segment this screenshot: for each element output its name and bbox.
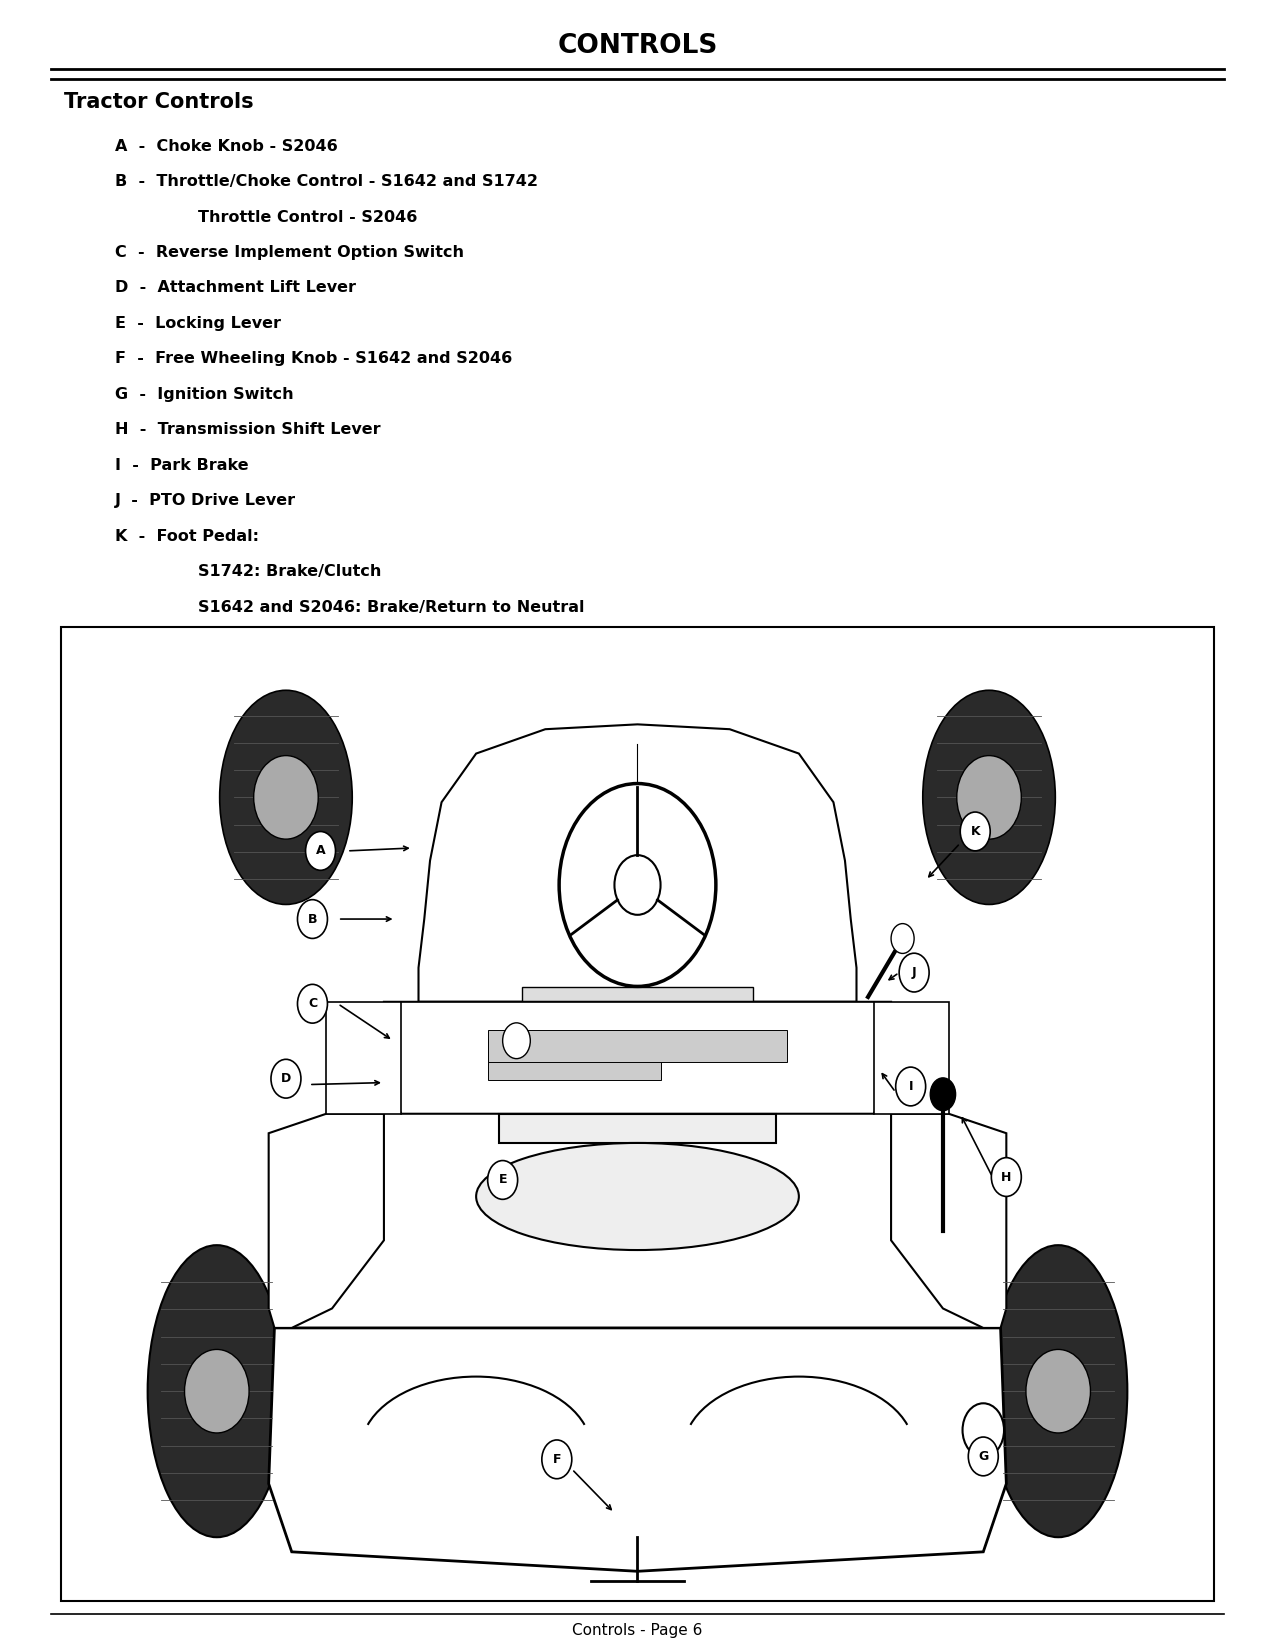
Circle shape xyxy=(992,1158,1021,1196)
Polygon shape xyxy=(269,1328,1006,1571)
Text: G: G xyxy=(978,1450,988,1464)
Ellipse shape xyxy=(148,1246,286,1538)
Text: K: K xyxy=(970,825,980,838)
Circle shape xyxy=(502,1023,530,1059)
Circle shape xyxy=(968,1437,998,1475)
Text: G  -  Ignition Switch: G - Ignition Switch xyxy=(115,386,293,403)
Circle shape xyxy=(1026,1350,1090,1432)
Circle shape xyxy=(254,756,319,840)
Text: H  -  Transmission Shift Lever: H - Transmission Shift Lever xyxy=(115,422,380,437)
Circle shape xyxy=(306,832,335,870)
Polygon shape xyxy=(891,1114,1006,1328)
Ellipse shape xyxy=(476,1143,799,1251)
Circle shape xyxy=(272,1059,301,1099)
Circle shape xyxy=(615,855,660,914)
Text: B: B xyxy=(307,912,317,926)
Text: D  -  Attachment Lift Lever: D - Attachment Lift Lever xyxy=(115,280,356,295)
Text: H: H xyxy=(1001,1170,1011,1183)
Text: I  -  Park Brake: I - Park Brake xyxy=(115,457,249,474)
Text: Throttle Control - S2046: Throttle Control - S2046 xyxy=(198,210,417,224)
Polygon shape xyxy=(523,987,752,1002)
Text: K  -  Foot Pedal:: K - Foot Pedal: xyxy=(115,528,259,544)
Ellipse shape xyxy=(219,690,352,904)
Bar xyxy=(487,1040,660,1079)
Circle shape xyxy=(960,812,991,851)
Circle shape xyxy=(185,1350,249,1432)
Circle shape xyxy=(931,1077,956,1110)
Text: CONTROLS: CONTROLS xyxy=(557,33,718,59)
Polygon shape xyxy=(269,1114,384,1328)
Text: A  -  Choke Knob - S2046: A - Choke Knob - S2046 xyxy=(115,139,338,153)
Text: A: A xyxy=(316,845,325,858)
Text: Tractor Controls: Tractor Controls xyxy=(64,92,254,112)
Circle shape xyxy=(963,1402,1003,1457)
Circle shape xyxy=(560,784,715,987)
Text: F  -  Free Wheeling Knob - S1642 and S2046: F - Free Wheeling Knob - S1642 and S2046 xyxy=(115,351,513,366)
Text: C  -  Reverse Implement Option Switch: C - Reverse Implement Option Switch xyxy=(115,244,464,261)
Text: E  -  Locking Lever: E - Locking Lever xyxy=(115,315,280,332)
Polygon shape xyxy=(384,1002,891,1114)
Ellipse shape xyxy=(923,690,1056,904)
Circle shape xyxy=(487,1160,518,1200)
Circle shape xyxy=(542,1440,571,1478)
Text: I: I xyxy=(908,1081,913,1092)
Bar xyxy=(61,627,1214,1600)
Polygon shape xyxy=(418,724,857,1002)
Text: S1642 and S2046: Brake/Return to Neutral: S1642 and S2046: Brake/Return to Neutral xyxy=(198,599,584,615)
Text: J  -  PTO Drive Lever: J - PTO Drive Lever xyxy=(115,493,296,508)
Text: D: D xyxy=(280,1072,291,1086)
Ellipse shape xyxy=(989,1246,1127,1538)
Text: S1742: Brake/Clutch: S1742: Brake/Clutch xyxy=(198,564,381,579)
Text: C: C xyxy=(307,997,317,1010)
Bar xyxy=(487,1030,788,1063)
Circle shape xyxy=(297,985,328,1023)
Text: Controls - Page 6: Controls - Page 6 xyxy=(572,1622,703,1638)
Text: E: E xyxy=(499,1173,507,1186)
Circle shape xyxy=(899,954,929,992)
Circle shape xyxy=(895,1068,926,1106)
Polygon shape xyxy=(326,1002,402,1114)
Circle shape xyxy=(297,899,328,939)
Text: B  -  Throttle/Choke Control - S1642 and S1742: B - Throttle/Choke Control - S1642 and S… xyxy=(115,173,538,190)
Polygon shape xyxy=(500,1114,775,1143)
Circle shape xyxy=(891,924,914,954)
Circle shape xyxy=(956,756,1021,840)
Text: F: F xyxy=(552,1454,561,1465)
Polygon shape xyxy=(873,1002,949,1114)
Text: J: J xyxy=(912,967,917,978)
